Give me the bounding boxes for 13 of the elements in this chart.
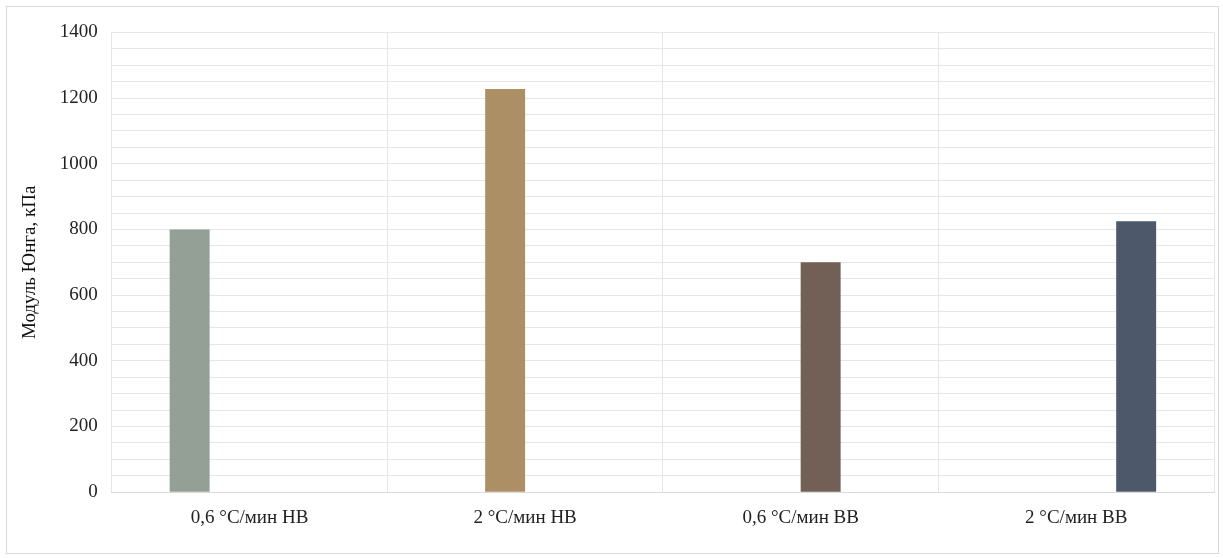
x-tick-label: 0,6 °C/мин ВВ <box>742 505 859 527</box>
y-tick-label: 600 <box>69 283 98 305</box>
y-tick-label: 200 <box>69 414 98 436</box>
y-tick-label: 1400 <box>59 20 98 42</box>
y-tick-label: 400 <box>69 348 98 370</box>
y-tick-label: 1000 <box>59 151 98 173</box>
y-tick-label: 1200 <box>59 86 98 108</box>
y-tick-label: 0 <box>88 480 98 502</box>
y-axis-title: Модуль Юнга, кПа <box>18 185 40 340</box>
x-tick-label: 2 °C/мин НВ <box>473 505 577 527</box>
x-tick-label: 2 °C/мин ВВ <box>1025 505 1128 527</box>
x-tick-label: 0,6 °C/мин НВ <box>190 505 309 527</box>
y-tick-label: 800 <box>69 217 98 239</box>
